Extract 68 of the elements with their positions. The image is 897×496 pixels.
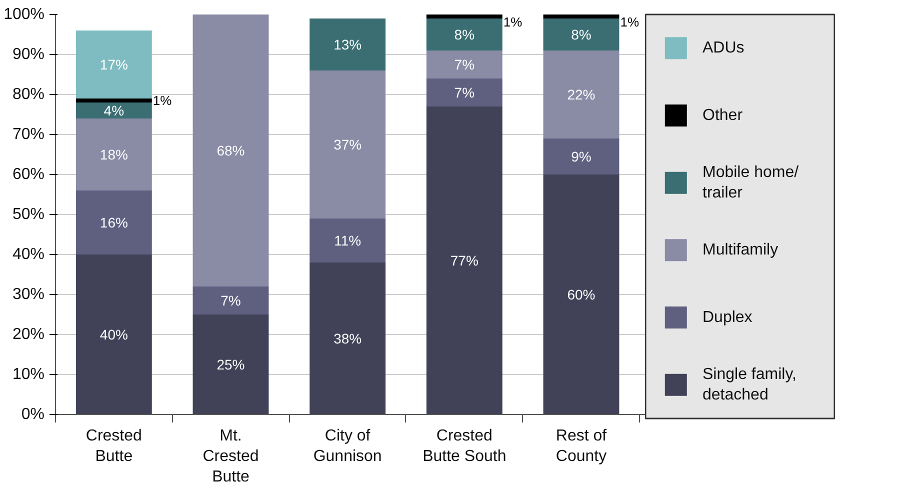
x-tick-label: Rest of County: [556, 428, 608, 465]
y-tick-label: 0%: [21, 406, 44, 423]
data-label: 18%: [100, 146, 128, 162]
bar: [76, 30, 152, 98]
data-label: 60%: [567, 286, 596, 302]
bar: [543, 174, 620, 414]
bar: [543, 138, 620, 174]
y-tick-label: 30%: [12, 286, 45, 303]
y-tick-label: 70%: [12, 126, 45, 143]
legend-label: Mobile home/ trailer: [702, 164, 800, 202]
y-tick-label: 40%: [12, 246, 45, 263]
bar: [543, 50, 620, 138]
data-label: 22%: [567, 86, 596, 102]
x-tick-label: Crested Butte: [86, 428, 142, 465]
legend-label: Duplex: [702, 309, 752, 326]
data-label: 1%: [503, 14, 523, 30]
legend-label: Multifamily: [702, 242, 778, 259]
data-label: 1%: [620, 14, 640, 30]
data-label: 40%: [100, 326, 128, 342]
data-label: 68%: [216, 142, 245, 158]
bar: [76, 102, 152, 118]
bar: [192, 14, 269, 286]
data-label: 77%: [450, 252, 478, 268]
legend-label: Single family, detached: [702, 366, 796, 404]
y-tick-label: 90%: [12, 46, 45, 63]
data-label: 37%: [334, 136, 362, 152]
data-label: 1%: [152, 93, 172, 108]
y-tick-label: 60%: [12, 166, 45, 183]
legend-label: Other: [702, 107, 744, 124]
data-label: 25%: [216, 356, 245, 372]
y-tick-label: 10%: [12, 366, 45, 383]
data-label: 4%: [104, 102, 124, 118]
bar: [76, 98, 152, 102]
bar: [192, 286, 269, 314]
bar: [192, 314, 269, 414]
data-label: 8%: [571, 26, 592, 42]
y-tick-label: 100%: [4, 6, 44, 23]
bar: [310, 70, 386, 218]
x-tick-label: Mt. Crested Butte: [202, 428, 259, 486]
data-label: 38%: [334, 330, 362, 346]
bar: [76, 254, 152, 414]
bar: [76, 190, 152, 254]
data-label: 13%: [334, 36, 362, 52]
data-label: 8%: [454, 26, 475, 42]
bar: [426, 78, 502, 106]
bar: [426, 14, 502, 18]
y-tick-label: 20%: [12, 326, 45, 343]
bar: [543, 18, 620, 50]
bar: [426, 106, 502, 414]
bar: [76, 118, 152, 190]
x-tick-label: City of Gunnison: [313, 428, 382, 465]
data-label: 16%: [100, 214, 128, 230]
data-label: 7%: [220, 292, 241, 308]
bar: [543, 14, 620, 18]
data-label: 9%: [571, 148, 592, 164]
data-label: 17%: [100, 56, 128, 72]
bar: [426, 50, 502, 78]
data-label: 11%: [334, 232, 362, 248]
data-label: 7%: [454, 56, 475, 72]
x-tick-label: Crested Butte South: [422, 428, 506, 465]
bar: [310, 262, 386, 414]
data-label: 7%: [454, 84, 475, 100]
y-tick-label: 80%: [12, 86, 45, 103]
bar: [426, 18, 502, 50]
y-tick-label: 50%: [12, 206, 45, 223]
legend-label: ADUs: [702, 40, 744, 57]
bar: [310, 18, 386, 70]
bar: [310, 218, 386, 262]
